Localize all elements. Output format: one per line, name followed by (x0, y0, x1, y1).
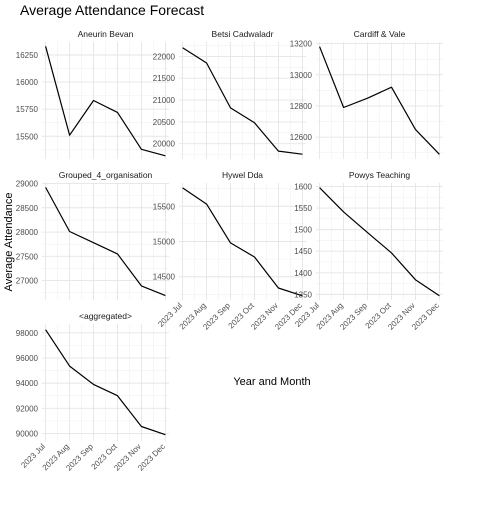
y-tick-label: 90000 (16, 429, 39, 438)
y-tick-label: 13200 (290, 40, 313, 49)
y-tick-label: 12800 (290, 102, 313, 111)
x-axis-title: Year and Month (233, 376, 310, 388)
x-tick-label: 2023 Sep (64, 442, 95, 473)
y-tick-label: 12600 (290, 133, 313, 142)
facet-panel: Powys Teaching 1350 1400 1450 1500 1550 1600 20… (293, 170, 443, 332)
series-line (45, 187, 166, 297)
y-tick-label: 98000 (16, 329, 39, 338)
facet-strip-label: Betsi Cadwaladr (212, 29, 274, 39)
facet-panel: Aneurin Bevan 15500 15750 16000 16250 (16, 29, 169, 159)
facet-strip-label: Grouped_4_organisation (59, 170, 153, 180)
y-tick-label: 1400 (294, 269, 312, 278)
y-tick-label: 1350 (294, 290, 312, 299)
y-tick-label: 92000 (16, 404, 39, 413)
y-tick-label: 28000 (16, 228, 39, 237)
y-tick-label: 29000 (16, 179, 39, 188)
chart-title: Average Attendance Forecast (20, 2, 204, 18)
y-tick-label: 1450 (294, 247, 312, 256)
facet-strip-label: <aggregated> (79, 311, 132, 321)
facet-panel: Grouped_4_organisation 27000 27500 28000 285… (16, 170, 169, 300)
y-tick-label: 13000 (290, 71, 313, 80)
facet-panel: Betsi Cadwaladr 20000 20500 21000 21500 22000 (153, 29, 306, 159)
y-tick-label: 1600 (294, 182, 312, 191)
y-tick-label: 22000 (153, 52, 176, 61)
y-tick-label: 15000 (153, 238, 176, 247)
series-line (45, 46, 166, 157)
y-tick-label: 20000 (153, 140, 176, 149)
y-tick-label: 21000 (153, 96, 176, 105)
y-axis-title: Average Attendance (3, 193, 15, 292)
facet-strip-label: Hywel Dda (222, 170, 263, 180)
y-tick-label: 15500 (153, 202, 176, 211)
y-tick-label: 16250 (16, 51, 39, 60)
series-line (182, 187, 303, 297)
y-tick-label: 15500 (16, 132, 39, 141)
series-line (319, 46, 440, 155)
x-tick-label: 2023 Sep (201, 301, 232, 332)
series-line (182, 47, 303, 155)
y-tick-label: 27000 (16, 277, 39, 286)
y-tick-label: 96000 (16, 354, 39, 363)
y-tick-label: 27500 (16, 252, 39, 261)
y-tick-label: 1550 (294, 204, 312, 213)
y-tick-label: 94000 (16, 379, 39, 388)
facet-strip-label: Cardiff & Vale (354, 29, 406, 39)
x-tick-label: 2023 Sep (338, 301, 369, 332)
y-tick-label: 14500 (153, 273, 176, 282)
y-tick-label: 16000 (16, 78, 39, 87)
series-line (45, 329, 166, 436)
facet-panel: Cardiff & Vale 12600 12800 13000 13200 (290, 29, 443, 159)
facet-panel: <aggregated> 90000 92000 94000 96000 98000 202… (16, 311, 169, 473)
facet-strip-label: Aneurin Bevan (78, 29, 134, 39)
y-tick-label: 15750 (16, 105, 39, 114)
facet-strip-label: Powys Teaching (349, 170, 411, 180)
series-line (319, 187, 440, 297)
y-tick-label: 28500 (16, 204, 39, 213)
y-tick-label: 1500 (294, 226, 312, 235)
y-tick-label: 20500 (153, 118, 176, 127)
y-tick-label: 21500 (153, 74, 176, 83)
facet-panels: Aneurin Bevan 15500 15750 16000 16250 Betsi C… (16, 29, 443, 473)
